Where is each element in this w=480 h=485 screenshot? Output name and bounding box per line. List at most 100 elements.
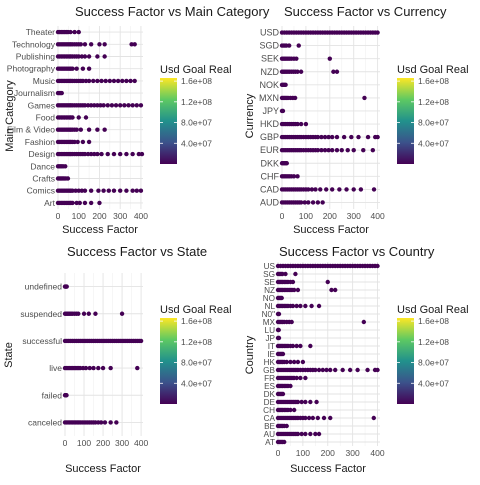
data-point [370,147,376,153]
data-point [80,78,86,84]
data-point [113,103,119,108]
data-point [327,56,333,61]
chart-panel-4: Success Factor vs CountryATAUBECACHDEDKE… [244,244,469,475]
data-point [294,303,299,309]
data-point [329,187,335,192]
data-point [78,127,84,132]
data-point [59,90,64,96]
points [62,284,144,425]
data-point [283,82,288,88]
data-point [105,151,110,157]
data-point [322,147,328,153]
category-labels: Art Comics Crafts Dance Design Fashion Film & … [7,27,56,208]
data-point [328,415,333,421]
data-point [308,399,313,405]
data-point [283,271,288,277]
data-point [334,134,340,140]
data-point [72,29,77,35]
category-tick-label: Fashion [25,137,56,147]
data-point [326,134,331,140]
category-tick-label: CAD [260,184,280,194]
x-tick-label: 200 [323,211,337,221]
data-point [306,200,311,205]
data-point [345,147,350,153]
legend-title: Usd Goal Real [397,304,469,316]
data-point [102,420,108,425]
data-point [76,188,81,193]
data-point [299,431,304,437]
data-point [291,174,297,179]
data-point [98,420,104,425]
x-tick-label: 0 [276,448,281,458]
data-point [117,188,123,193]
category-tick-label: CA [264,414,276,423]
x-axis-label: Success Factor [65,463,141,475]
data-point [117,103,123,108]
legend-title: Usd Goal Real [397,64,469,76]
data-point [130,103,135,108]
data-point [106,188,111,193]
data-point [77,200,82,206]
data-point [102,127,107,132]
data-point [313,367,318,373]
data-point [295,431,301,437]
data-point [75,139,80,145]
data-point [85,103,91,108]
data-point [328,367,333,373]
legend-tick-label: 1.2e+08 [181,337,212,347]
data-point [276,335,282,341]
data-point [295,121,300,127]
data-point [95,54,100,59]
data-point [375,30,380,35]
category-tick-label: N0" [262,310,275,319]
legend-colorbar [160,78,177,164]
data-point [124,151,129,157]
category-tick-label: FR [264,374,275,383]
x-tick-label: 100 [299,211,313,221]
category-tick-label: HK [264,358,276,367]
data-point [82,54,88,59]
data-point [88,42,94,47]
data-point [115,78,121,84]
x-tick-labels: 0 100 200 300 400 [276,448,385,458]
data-point [119,311,125,316]
data-point [87,365,92,371]
category-tick-label: Art [44,198,56,208]
gridlines [64,273,143,436]
category-tick-label: JPY [262,106,279,116]
data-point [96,188,101,193]
data-point [298,200,304,205]
x-tick-label: 100 [72,211,86,221]
data-point [319,134,324,140]
data-point [276,311,282,317]
x-axis-label: Success Factor [290,463,366,475]
category-tick-label: USD [260,28,280,38]
legend-colorbar [397,78,414,164]
data-point [74,66,79,71]
data-point [99,78,104,84]
data-point [64,393,69,398]
category-tick-label: JP [265,334,275,343]
category-tick-label: AT [265,438,275,447]
x-tick-label: 100 [296,448,310,458]
x-tick-labels: 0 100 200 300 400 [280,211,385,221]
data-point [124,188,129,193]
data-point [92,151,97,157]
data-point [292,95,298,101]
legend-tick-label: 1.6e+08 [181,316,212,326]
data-point [105,103,110,108]
x-tick-label: 300 [113,211,127,221]
data-point [306,187,311,192]
data-point [80,66,86,71]
data-point [132,42,137,47]
data-point [70,115,75,120]
data-point [288,383,293,389]
data-point [134,103,139,108]
category-tick-label: canceled [28,417,62,427]
data-point [294,375,299,381]
data-point [86,66,92,71]
data-point [293,271,298,277]
data-point [95,127,100,132]
data-point [288,359,293,365]
